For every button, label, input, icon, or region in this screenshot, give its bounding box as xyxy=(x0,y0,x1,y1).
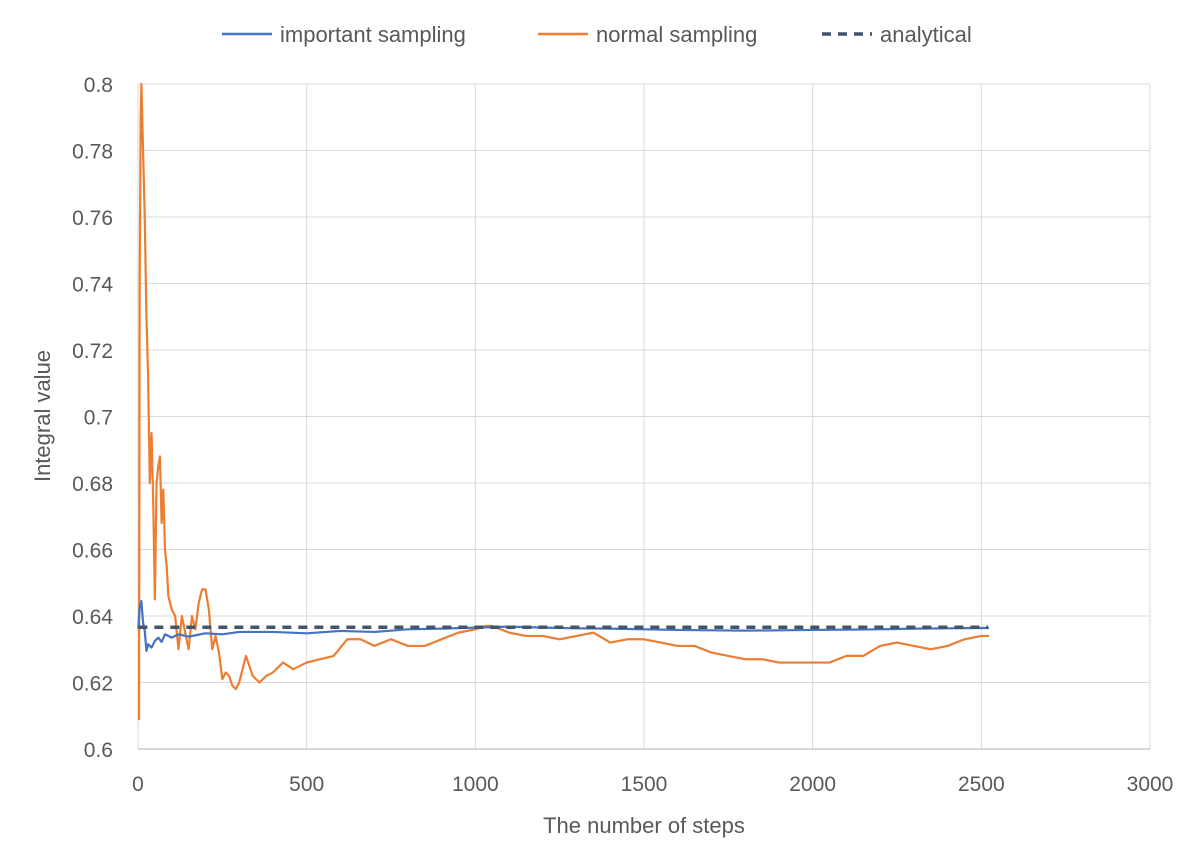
legend-item: normal sampling xyxy=(538,22,757,47)
y-tick-label: 0.78 xyxy=(72,141,113,164)
y-tick-label: 0.6 xyxy=(84,739,113,762)
x-tick-label: 1500 xyxy=(621,773,668,796)
y-tick-label: 0.8 xyxy=(84,74,113,97)
x-tick-label: 2000 xyxy=(789,773,836,796)
x-tick-label: 500 xyxy=(289,773,324,796)
y-tick-label: 0.74 xyxy=(72,274,113,297)
x-tick-label: 3000 xyxy=(1127,773,1174,796)
y-tick-label: 0.76 xyxy=(72,207,113,230)
x-axis-title: The number of steps xyxy=(543,813,745,838)
legend-label: analytical xyxy=(880,22,972,47)
y-tick-label: 0.62 xyxy=(72,673,113,696)
y-axis-title: Integral value xyxy=(30,350,55,482)
legend: important sampling normal sampling analyti… xyxy=(222,22,972,47)
legend-label: normal sampling xyxy=(596,22,757,47)
y-tick-label: 0.7 xyxy=(84,407,113,430)
series-line-normal-sampling xyxy=(137,82,990,721)
y-tick-label: 0.64 xyxy=(72,606,113,629)
y-tick-label: 0.66 xyxy=(72,540,113,563)
legend-item: important sampling xyxy=(222,22,466,47)
series-line-important-sampling xyxy=(137,599,990,653)
legend-item: analytical xyxy=(822,22,972,47)
tick-labels: 0.6 0.62 0.64 0.66 0.68 0.7 0.72 0.74 0.76 0.78 0.… xyxy=(72,74,1173,796)
y-tick-label: 0.68 xyxy=(72,473,113,496)
axes xyxy=(137,84,1150,750)
legend-label: important sampling xyxy=(280,22,466,47)
x-tick-label: 0 xyxy=(132,773,144,796)
series-lines xyxy=(137,82,990,721)
gridlines xyxy=(138,83,1151,749)
x-tick-label: 1000 xyxy=(452,773,499,796)
x-tick-label: 2500 xyxy=(958,773,1005,796)
y-tick-label: 0.72 xyxy=(72,340,113,363)
